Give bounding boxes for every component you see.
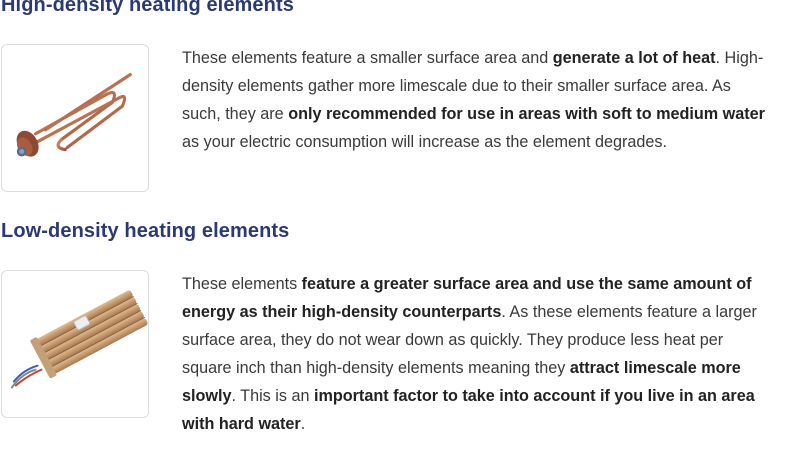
highlight-generate-heat: generate a lot of heat	[552, 49, 716, 67]
highlight-greater-surface-area: feature a greater surface area and use t…	[182, 275, 752, 321]
copper-heating-element-illustration	[16, 73, 132, 157]
text-run: . High-density elements gather more lime…	[182, 49, 764, 123]
text-run: as your electric consumption will increa…	[182, 133, 667, 151]
text-run: . As these elements feature a larger sur…	[182, 303, 757, 377]
highlight-hard-water-factor: important factor to take into account if…	[182, 387, 755, 433]
highlight-soft-medium-water: only recommended for use in areas with s…	[288, 105, 765, 123]
text-run: . This is an	[231, 387, 314, 405]
highlight-limescale-slowly: attract limescale more slowly	[182, 359, 741, 405]
low-density-element-image[interactable]	[1, 270, 149, 418]
text-run: .	[300, 415, 306, 433]
section-heading-high-density: High-density heating elements	[1, 0, 294, 16]
ceramic-heating-element-illustration	[10, 290, 148, 389]
low-density-description: These elements feature a greater surface…	[182, 270, 772, 438]
text-run: These elements feature a smaller surface…	[182, 49, 553, 67]
text-run: These elements	[182, 275, 302, 293]
high-density-element-image[interactable]	[1, 44, 149, 192]
section-heading-low-density: Low-density heating elements	[1, 220, 290, 242]
high-density-description: These elements feature a smaller surface…	[182, 44, 772, 156]
